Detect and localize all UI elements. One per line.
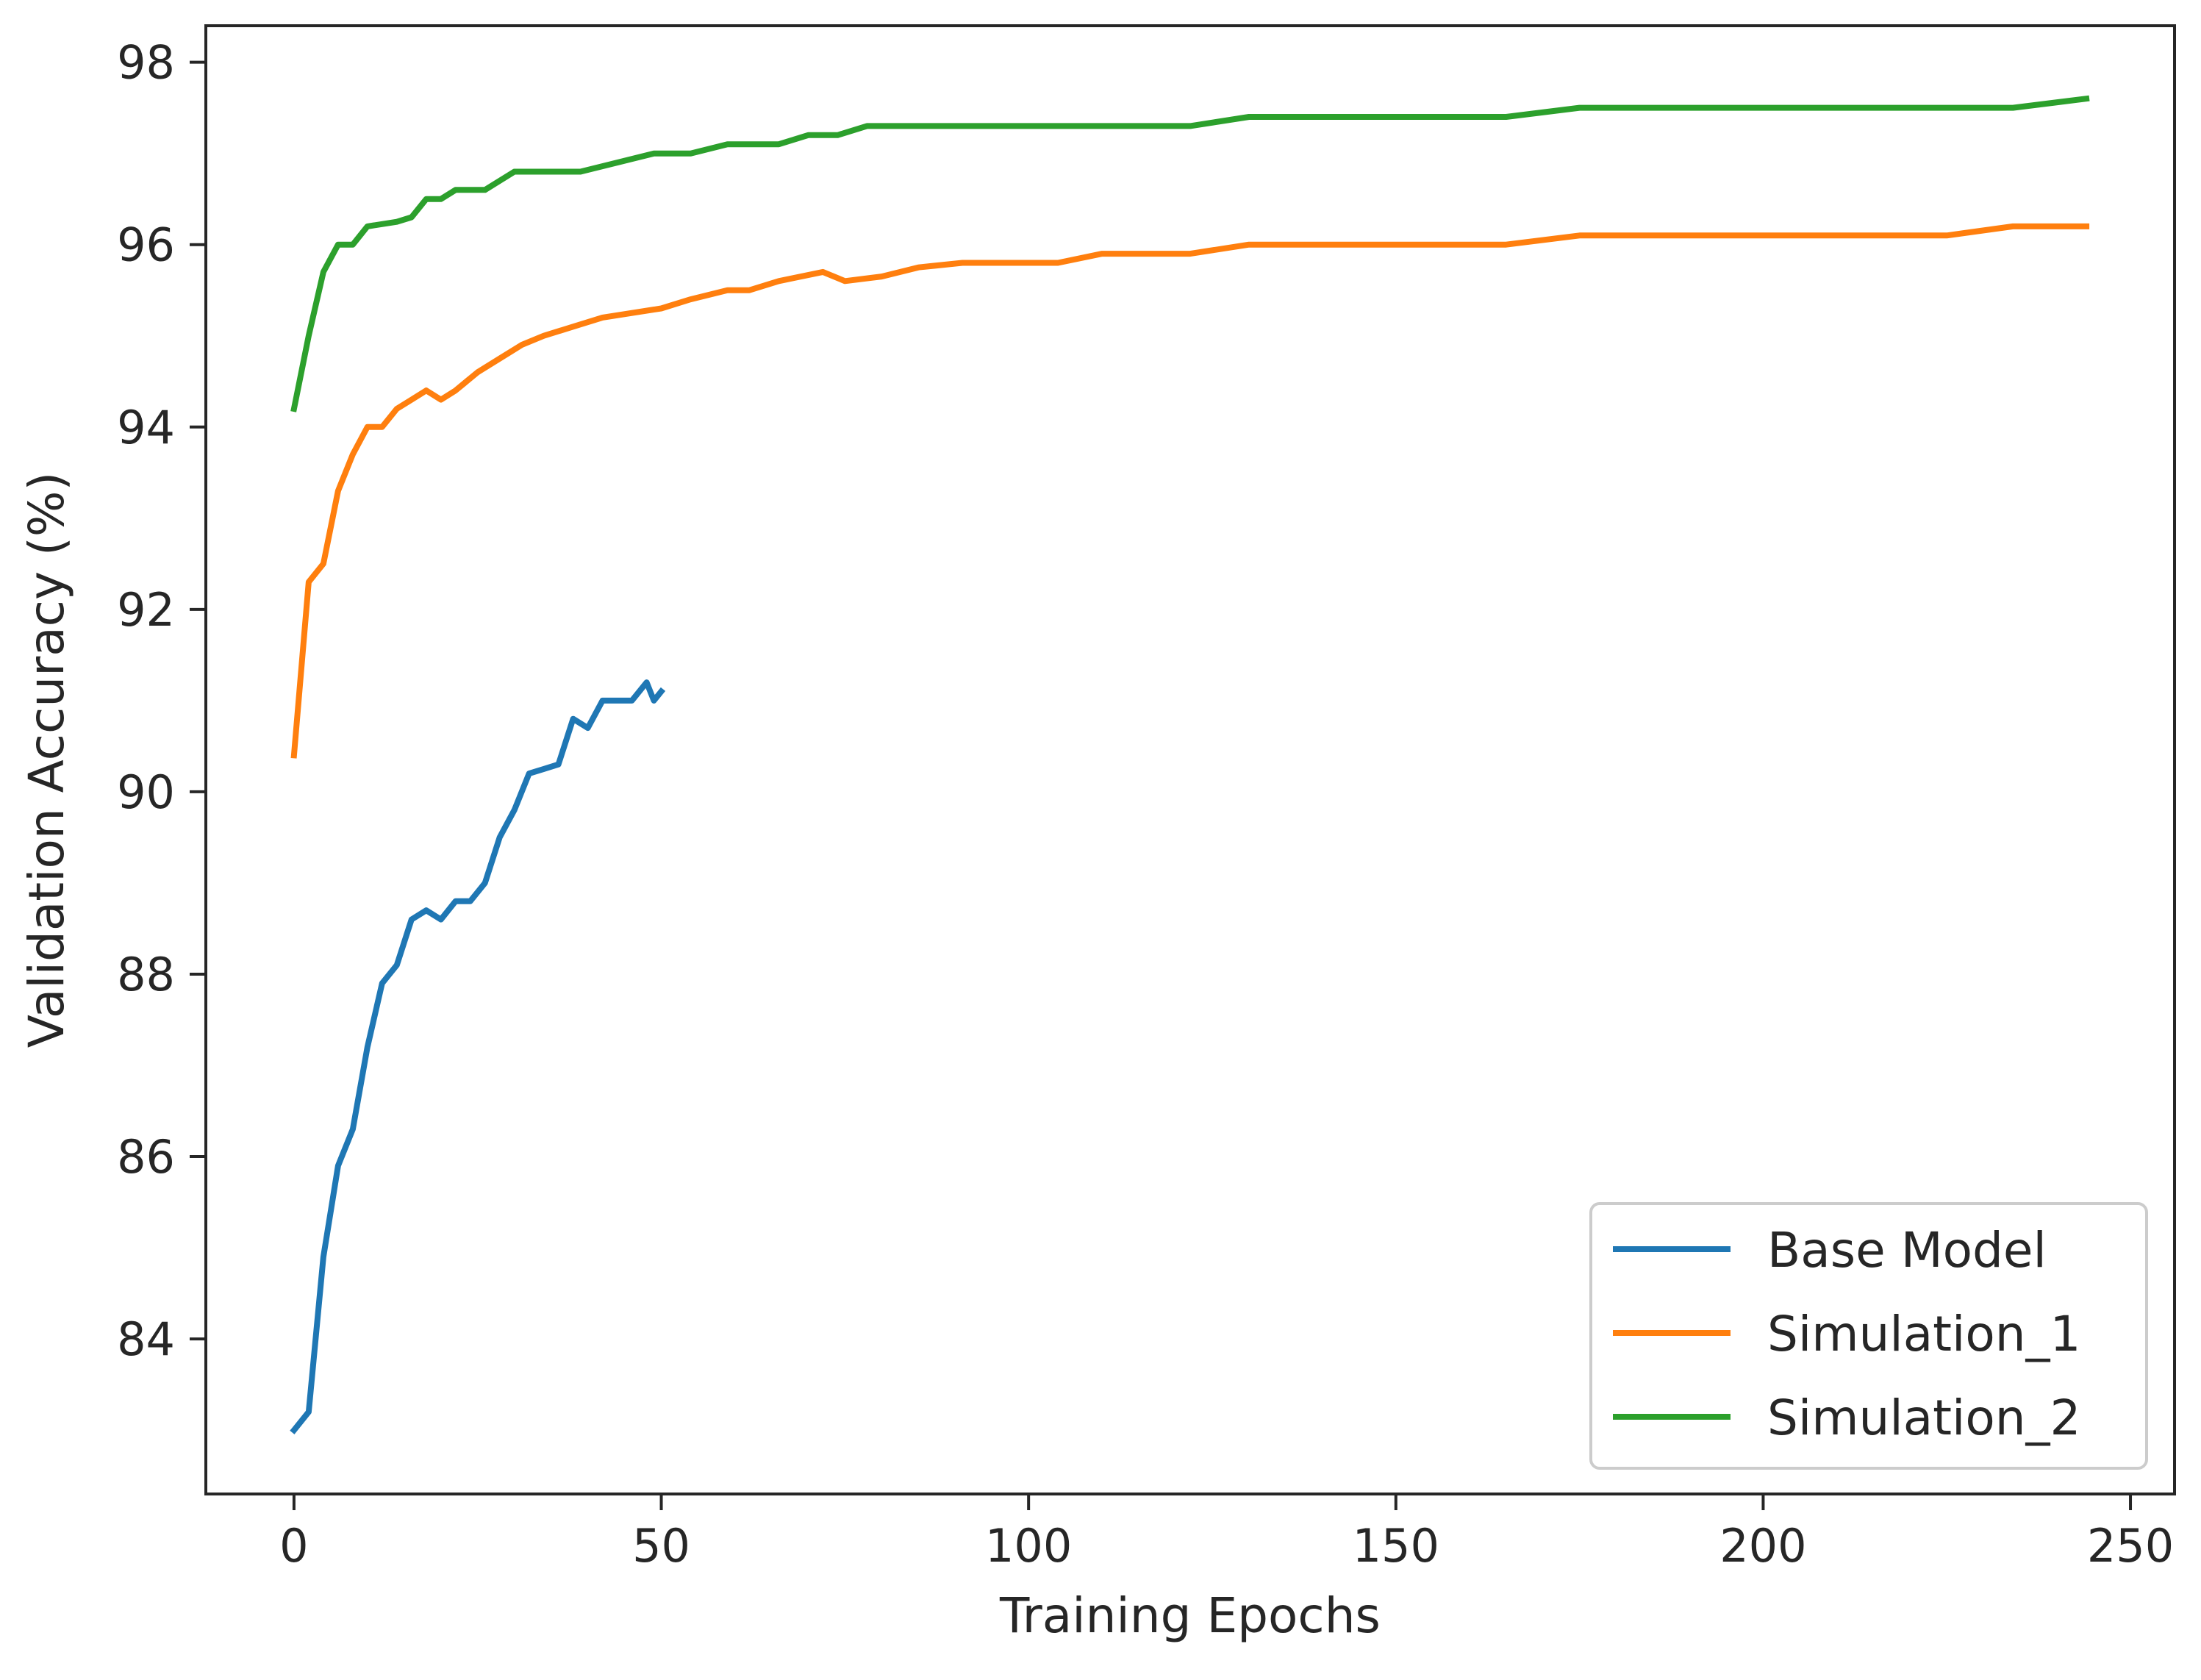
y-tick-label: 86 [117,1130,175,1184]
y-tick-label: 96 [117,218,175,272]
legend-box [1589,1202,2148,1470]
x-tick-label: 250 [2087,1519,2174,1573]
x-tick-label: 100 [985,1519,1072,1573]
legend-label: Simulation_1 [1767,1306,2081,1362]
plot-lines [290,95,2090,1434]
series-line-1 [290,679,666,1434]
series-line-3 [290,95,2090,412]
series-line-2 [290,223,2090,759]
y-axis-ticks: 84 86 88 90 92 94 96 98 [117,36,206,1366]
y-tick-label: 84 [117,1312,175,1366]
legend-label: Base Model [1767,1222,2047,1279]
x-tick-label: 50 [632,1519,690,1573]
y-tick-label: 92 [117,583,175,637]
y-tick-label: 90 [117,765,175,819]
legend: Base Model Simulation_1 Simulation_2 [1589,1202,2148,1470]
plot-frame [204,24,2176,1495]
y-tick-label: 98 [117,36,175,90]
y-axis-title: Validation Accuracy (%) [18,472,75,1048]
y-tick-label: 88 [117,948,175,1001]
x-tick-label: 150 [1353,1519,1439,1573]
legend-label: Simulation_2 [1767,1390,2081,1446]
x-tick-label: 200 [1719,1519,1806,1573]
x-axis-title: Training Epochs [999,1587,1381,1644]
x-tick-label: 0 [279,1519,308,1573]
x-axis-ticks: 0 50 100 150 200 250 [279,1494,2174,1573]
y-tick-label: 94 [117,401,175,454]
